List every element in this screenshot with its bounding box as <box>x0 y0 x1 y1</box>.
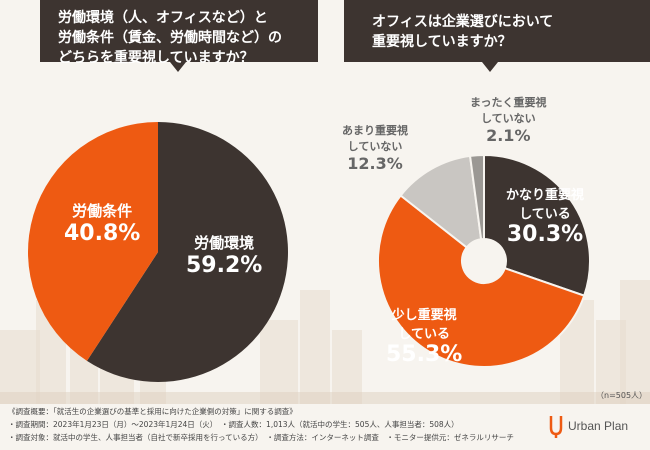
question-right-line: 重要視していますか？ <box>372 34 512 50</box>
building <box>300 290 330 404</box>
slice-label-labor-conditions: 労働条件 40.8% <box>64 200 140 246</box>
slice-name: している <box>398 327 450 342</box>
sample-size-label: （n=505人） <box>596 391 648 400</box>
question-left-line: 労働環境（人、オフィスなど）と <box>58 10 268 26</box>
question-banners <box>40 0 650 72</box>
pie-slice <box>483 153 591 297</box>
footer-line: ・調査期間：2023年1月23日（月）～2023年1月24日（火） ・調査人数：… <box>8 420 459 429</box>
slice-name: している <box>519 207 571 222</box>
question-left-line: どちらを重要視していますか？ <box>58 50 254 66</box>
pie-slice <box>399 154 483 249</box>
building <box>332 330 362 404</box>
question-right: オフィスは企業選びにおいて 重要視していますか？ <box>372 12 612 52</box>
slice-percent: 40.8% <box>64 221 141 246</box>
pie-slice <box>377 194 586 368</box>
donut-chart-right <box>377 153 591 368</box>
slice-label-somewhat-important: 少し重要視 している 55.3% <box>386 304 462 367</box>
question-left: 労働環境（人、オフィスなど）と 労働条件（賃金、労働時間など）の どちらを重要視… <box>58 8 308 68</box>
slice-name: 労働環境 <box>194 234 255 252</box>
slice-value: 59.2 <box>186 253 241 278</box>
building <box>0 330 40 404</box>
building <box>620 280 650 404</box>
slice-name: 少し重要視 <box>391 308 457 323</box>
pie-chart-left <box>28 122 289 382</box>
slice-value: 30.3 <box>506 222 562 247</box>
slice-value: 12.3 <box>347 154 387 173</box>
question-left-line: 労働条件（賃金、労働時間など）の <box>58 30 282 46</box>
pie-slice <box>86 122 289 382</box>
footer-line: 《調査概要：「就活生の企業選びの基準と採用に向けた企業側の対策」に関する調査》 <box>8 407 297 416</box>
slice-value: 40.8 <box>64 221 119 246</box>
slice-label-not-important-at-all: まったく重要視 していない 2.1% <box>470 94 547 145</box>
slice-name: していない <box>480 112 536 125</box>
slice-percent: 12.3% <box>347 154 403 173</box>
slice-label-work-environment: 労働環境 59.2% <box>186 232 262 278</box>
slice-percent: 2.1% <box>486 126 531 145</box>
slice-value: 2.1 <box>486 126 515 145</box>
slice-percent: 55.3% <box>386 342 463 367</box>
building <box>260 320 298 404</box>
slice-percent: 30.3% <box>506 222 584 247</box>
footer-line: ・調査対象：就活中の学生、人事担当者（自社で新卒採用を行っている方） ・調査方法… <box>8 433 514 442</box>
question-banner-left <box>40 0 318 72</box>
pie-slice <box>28 122 158 361</box>
slice-name: していない <box>347 140 403 153</box>
logo-mark-icon <box>549 416 563 438</box>
ground <box>0 392 650 404</box>
slice-name: まったく重要視 <box>470 96 547 109</box>
pie-slice <box>468 153 485 241</box>
question-right-line: オフィスは企業選びにおいて <box>372 14 554 30</box>
slice-name: かなり重要視 <box>506 188 585 203</box>
slice-percent: 59.2% <box>186 253 263 278</box>
logo-text: Urban Plan <box>568 419 629 433</box>
survey-footer: 《調査概要：「就活生の企業選びの基準と採用に向けた企業側の対策」に関する調査》 … <box>0 404 650 450</box>
slice-label-not-very-important: あまり重要視 していない 12.3% <box>342 122 408 173</box>
question-banner-right <box>344 0 650 72</box>
urban-plan-logo: Urban Plan <box>548 414 628 438</box>
slice-label-very-important: かなり重要視 している 30.3% <box>506 184 584 247</box>
slice-name: あまり重要視 <box>342 124 408 137</box>
slice-value: 55.3 <box>386 342 441 367</box>
slice-name: 労働条件 <box>72 202 133 220</box>
